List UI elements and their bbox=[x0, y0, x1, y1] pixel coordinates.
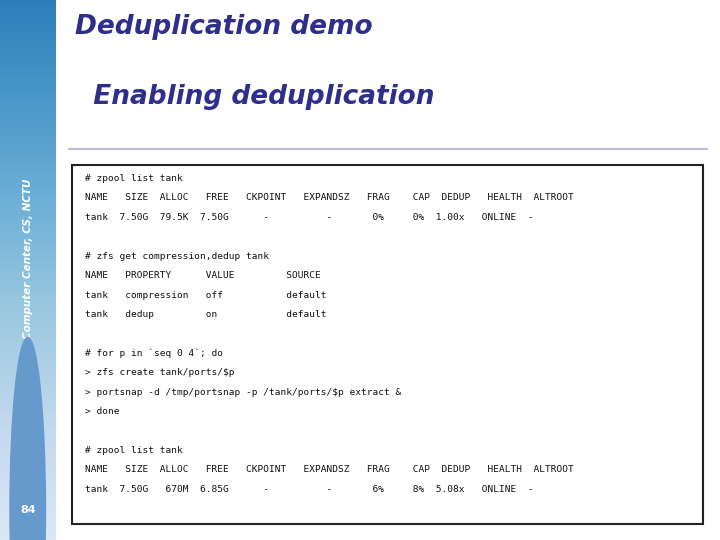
Circle shape bbox=[10, 338, 45, 540]
Text: NAME   PROPERTY      VALUE         SOURCE: NAME PROPERTY VALUE SOURCE bbox=[86, 271, 321, 280]
Text: tank   compression   off           default: tank compression off default bbox=[86, 291, 327, 300]
Text: # zpool list tank: # zpool list tank bbox=[86, 174, 183, 183]
Text: NAME   SIZE  ALLOC   FREE   CKPOINT   EXPANDSZ   FRAG    CAP  DEDUP   HEALTH  AL: NAME SIZE ALLOC FREE CKPOINT EXPANDSZ FR… bbox=[86, 193, 574, 202]
Text: # zpool list tank: # zpool list tank bbox=[86, 446, 183, 455]
Text: > done: > done bbox=[86, 407, 120, 416]
Text: Computer Center, CS, NCTU: Computer Center, CS, NCTU bbox=[23, 179, 32, 339]
Text: > portsnap -d /tmp/portsnap -p /tank/ports/$p extract &: > portsnap -d /tmp/portsnap -p /tank/por… bbox=[86, 388, 402, 397]
Text: NAME   SIZE  ALLOC   FREE   CKPOINT   EXPANDSZ   FRAG    CAP  DEDUP   HEALTH  AL: NAME SIZE ALLOC FREE CKPOINT EXPANDSZ FR… bbox=[86, 465, 574, 475]
FancyBboxPatch shape bbox=[72, 165, 703, 524]
Text: # for p in `seq 0 4`; do: # for p in `seq 0 4`; do bbox=[86, 349, 223, 359]
Text: tank  7.50G  79.5K  7.50G      -          -       0%     0%  1.00x   ONLINE  -: tank 7.50G 79.5K 7.50G - - 0% 0% 1.00x O… bbox=[86, 213, 534, 222]
Text: tank   dedup         on            default: tank dedup on default bbox=[86, 310, 327, 319]
Text: Deduplication demo: Deduplication demo bbox=[76, 14, 373, 39]
Text: tank  7.50G   670M  6.85G      -          -       6%     8%  5.08x   ONLINE  -: tank 7.50G 670M 6.85G - - 6% 8% 5.08x ON… bbox=[86, 485, 534, 494]
Text: > zfs create tank/ports/$p: > zfs create tank/ports/$p bbox=[86, 368, 235, 377]
Text: 84: 84 bbox=[20, 505, 35, 515]
Text: # zfs get compression,dedup tank: # zfs get compression,dedup tank bbox=[86, 252, 269, 261]
Text: Enabling deduplication: Enabling deduplication bbox=[76, 84, 435, 110]
